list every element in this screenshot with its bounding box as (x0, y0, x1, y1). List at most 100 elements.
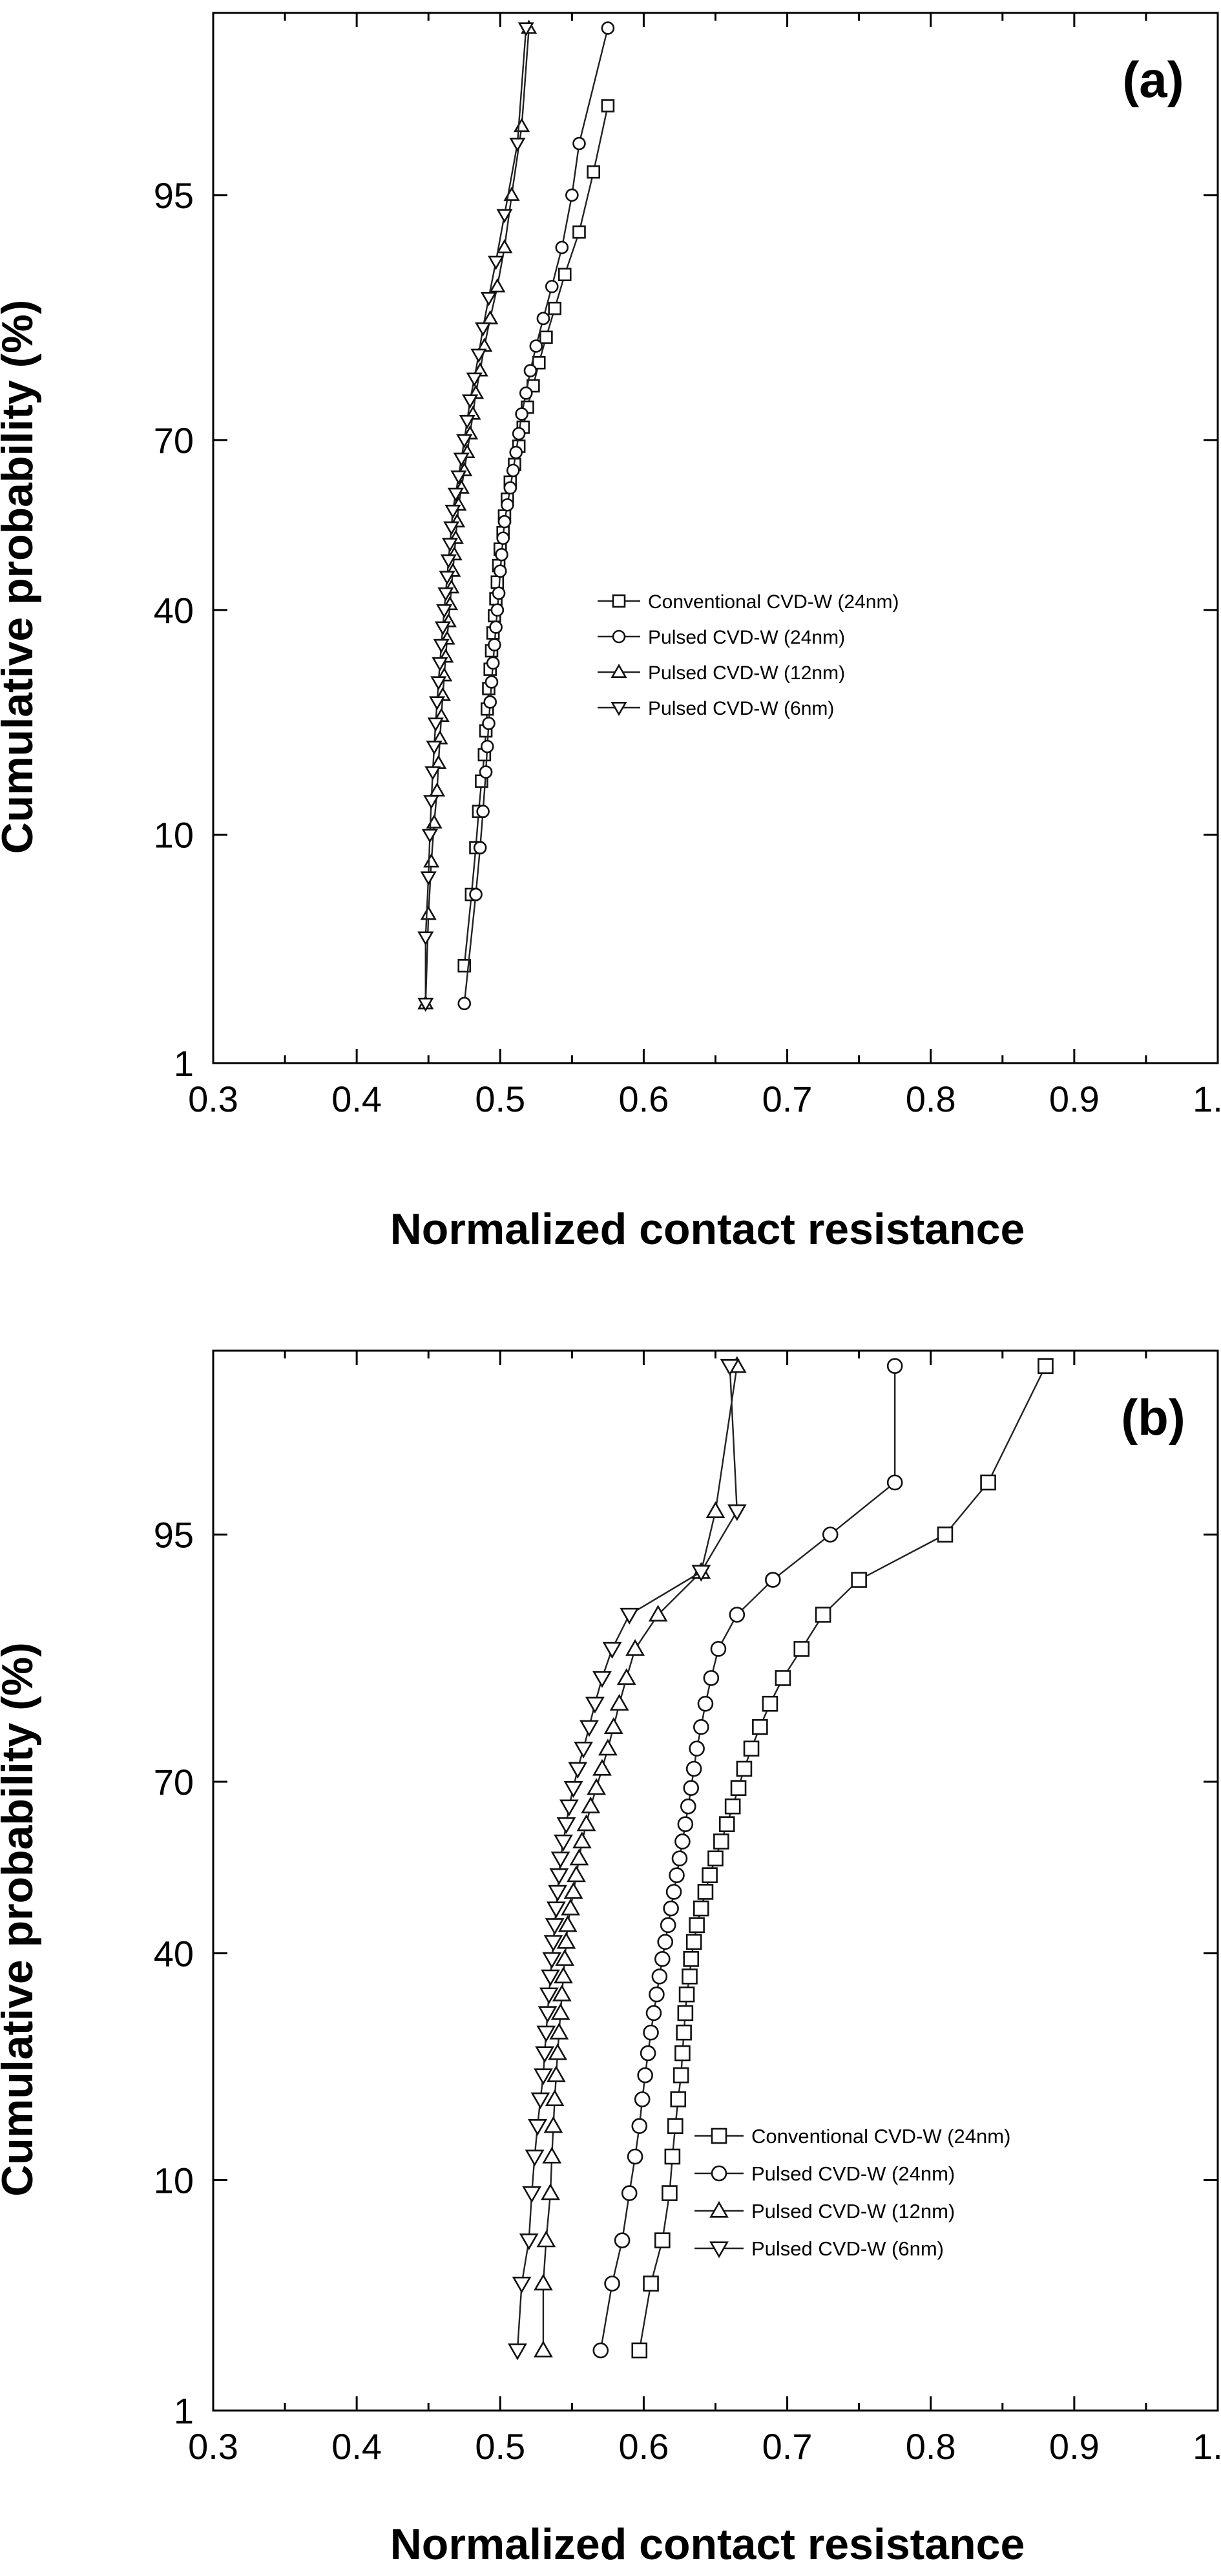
data-point (534, 2068, 553, 2085)
data-point (555, 1949, 575, 1966)
x-tick-label: 0.4 (331, 2426, 382, 2467)
data-point (563, 1882, 583, 1899)
data-point (424, 766, 441, 781)
data-point (730, 1780, 747, 1796)
legend-label: Pulsed CVD-W (12nm) (648, 662, 845, 684)
data-point (685, 1760, 702, 1777)
x-axis-title: Normalized contact resistance (390, 2520, 1025, 2569)
data-point (434, 621, 452, 636)
y-axis-title: Cumulative probability (%) (0, 1642, 42, 2197)
data-point (677, 1816, 694, 1832)
legend-label: Conventional CVD-W (24nm) (751, 2125, 1010, 2148)
data-point (585, 1696, 605, 1714)
data-point (592, 1758, 612, 1776)
data-point (473, 841, 487, 854)
series-line (424, 28, 527, 1004)
data-point (536, 2230, 556, 2248)
data-point (674, 1833, 691, 1850)
data-point (453, 452, 470, 467)
data-point (643, 2024, 659, 2041)
data-point (549, 2022, 569, 2040)
data-point (541, 2183, 560, 2201)
data-point (713, 1833, 729, 1850)
data-point (693, 1719, 709, 1735)
panel-label: (b) (1121, 1389, 1185, 1446)
data-point (528, 2119, 547, 2136)
data-point (670, 2091, 687, 2107)
data-point (775, 1670, 791, 1686)
data-point (710, 1641, 727, 1657)
data-point (1038, 1358, 1054, 1374)
data-point (609, 1694, 629, 1711)
x-tick-label: 0.8 (906, 2426, 956, 2467)
data-point (697, 1695, 714, 1712)
series-line (424, 28, 530, 1004)
data-point (657, 1934, 674, 1950)
legend-marker (709, 2241, 729, 2259)
data-point (440, 554, 457, 569)
series-line (463, 28, 609, 1004)
data-point (762, 1695, 778, 1712)
data-point (433, 639, 450, 653)
data-point (603, 1717, 623, 1735)
data-point (548, 1884, 568, 1902)
data-point (561, 1898, 581, 1916)
data-point (469, 887, 483, 902)
data-point (727, 1504, 747, 1521)
data-point (627, 2148, 643, 2165)
x-tick-label: 0.6 (618, 2426, 669, 2467)
data-point (660, 1917, 676, 1934)
data-point (534, 2274, 553, 2291)
legend-marker (612, 629, 626, 644)
data-point (665, 1884, 682, 1900)
y-tick-label: 70 (154, 420, 194, 461)
data-point (519, 386, 533, 400)
data-point (447, 487, 464, 502)
data-point (556, 1932, 576, 1949)
data-point (654, 2232, 671, 2248)
legend-marker (612, 594, 626, 608)
data-point (576, 1814, 596, 1832)
data-point (569, 1848, 589, 1866)
legend-label: Pulsed CVD-W (12nm) (751, 2200, 955, 2222)
series-triangle-down (417, 22, 534, 1012)
y-tick-label: 40 (154, 590, 194, 631)
legend-marker (610, 702, 627, 716)
data-point (501, 498, 514, 512)
x-tick-label: 1.0 (1193, 1079, 1221, 1119)
y-tick-label: 1 (174, 2391, 194, 2431)
data-point (542, 1952, 562, 1969)
data-point (729, 1607, 746, 1623)
data-point (565, 188, 579, 202)
data-point (545, 2089, 565, 2107)
data-point (475, 322, 492, 337)
data-point (598, 1738, 618, 1756)
data-point (421, 829, 439, 843)
data-point (496, 239, 513, 253)
data-point (490, 603, 505, 617)
data-point (649, 1986, 665, 2003)
data-point (669, 1867, 685, 1883)
data-point (427, 717, 444, 732)
x-tick-label: 0.9 (1049, 2426, 1100, 2467)
data-point (548, 2043, 568, 2060)
data-point (545, 280, 559, 293)
data-point (707, 1850, 724, 1867)
x-tick-label: 0.8 (906, 1079, 956, 1119)
data-point (886, 1474, 903, 1491)
data-point (718, 1816, 735, 1832)
data-point (539, 330, 553, 344)
data-point (495, 547, 508, 562)
data-point (815, 1607, 831, 1623)
data-point (736, 1760, 753, 1777)
data-point (604, 2275, 620, 2292)
data-point (530, 2092, 550, 2109)
data-point (509, 138, 526, 153)
data-point (581, 1796, 601, 1813)
data-point (515, 407, 528, 421)
y-tick-label: 95 (154, 175, 194, 216)
data-point (765, 1572, 781, 1588)
y-tick-label: 95 (154, 1514, 194, 1555)
data-point (542, 2146, 562, 2164)
